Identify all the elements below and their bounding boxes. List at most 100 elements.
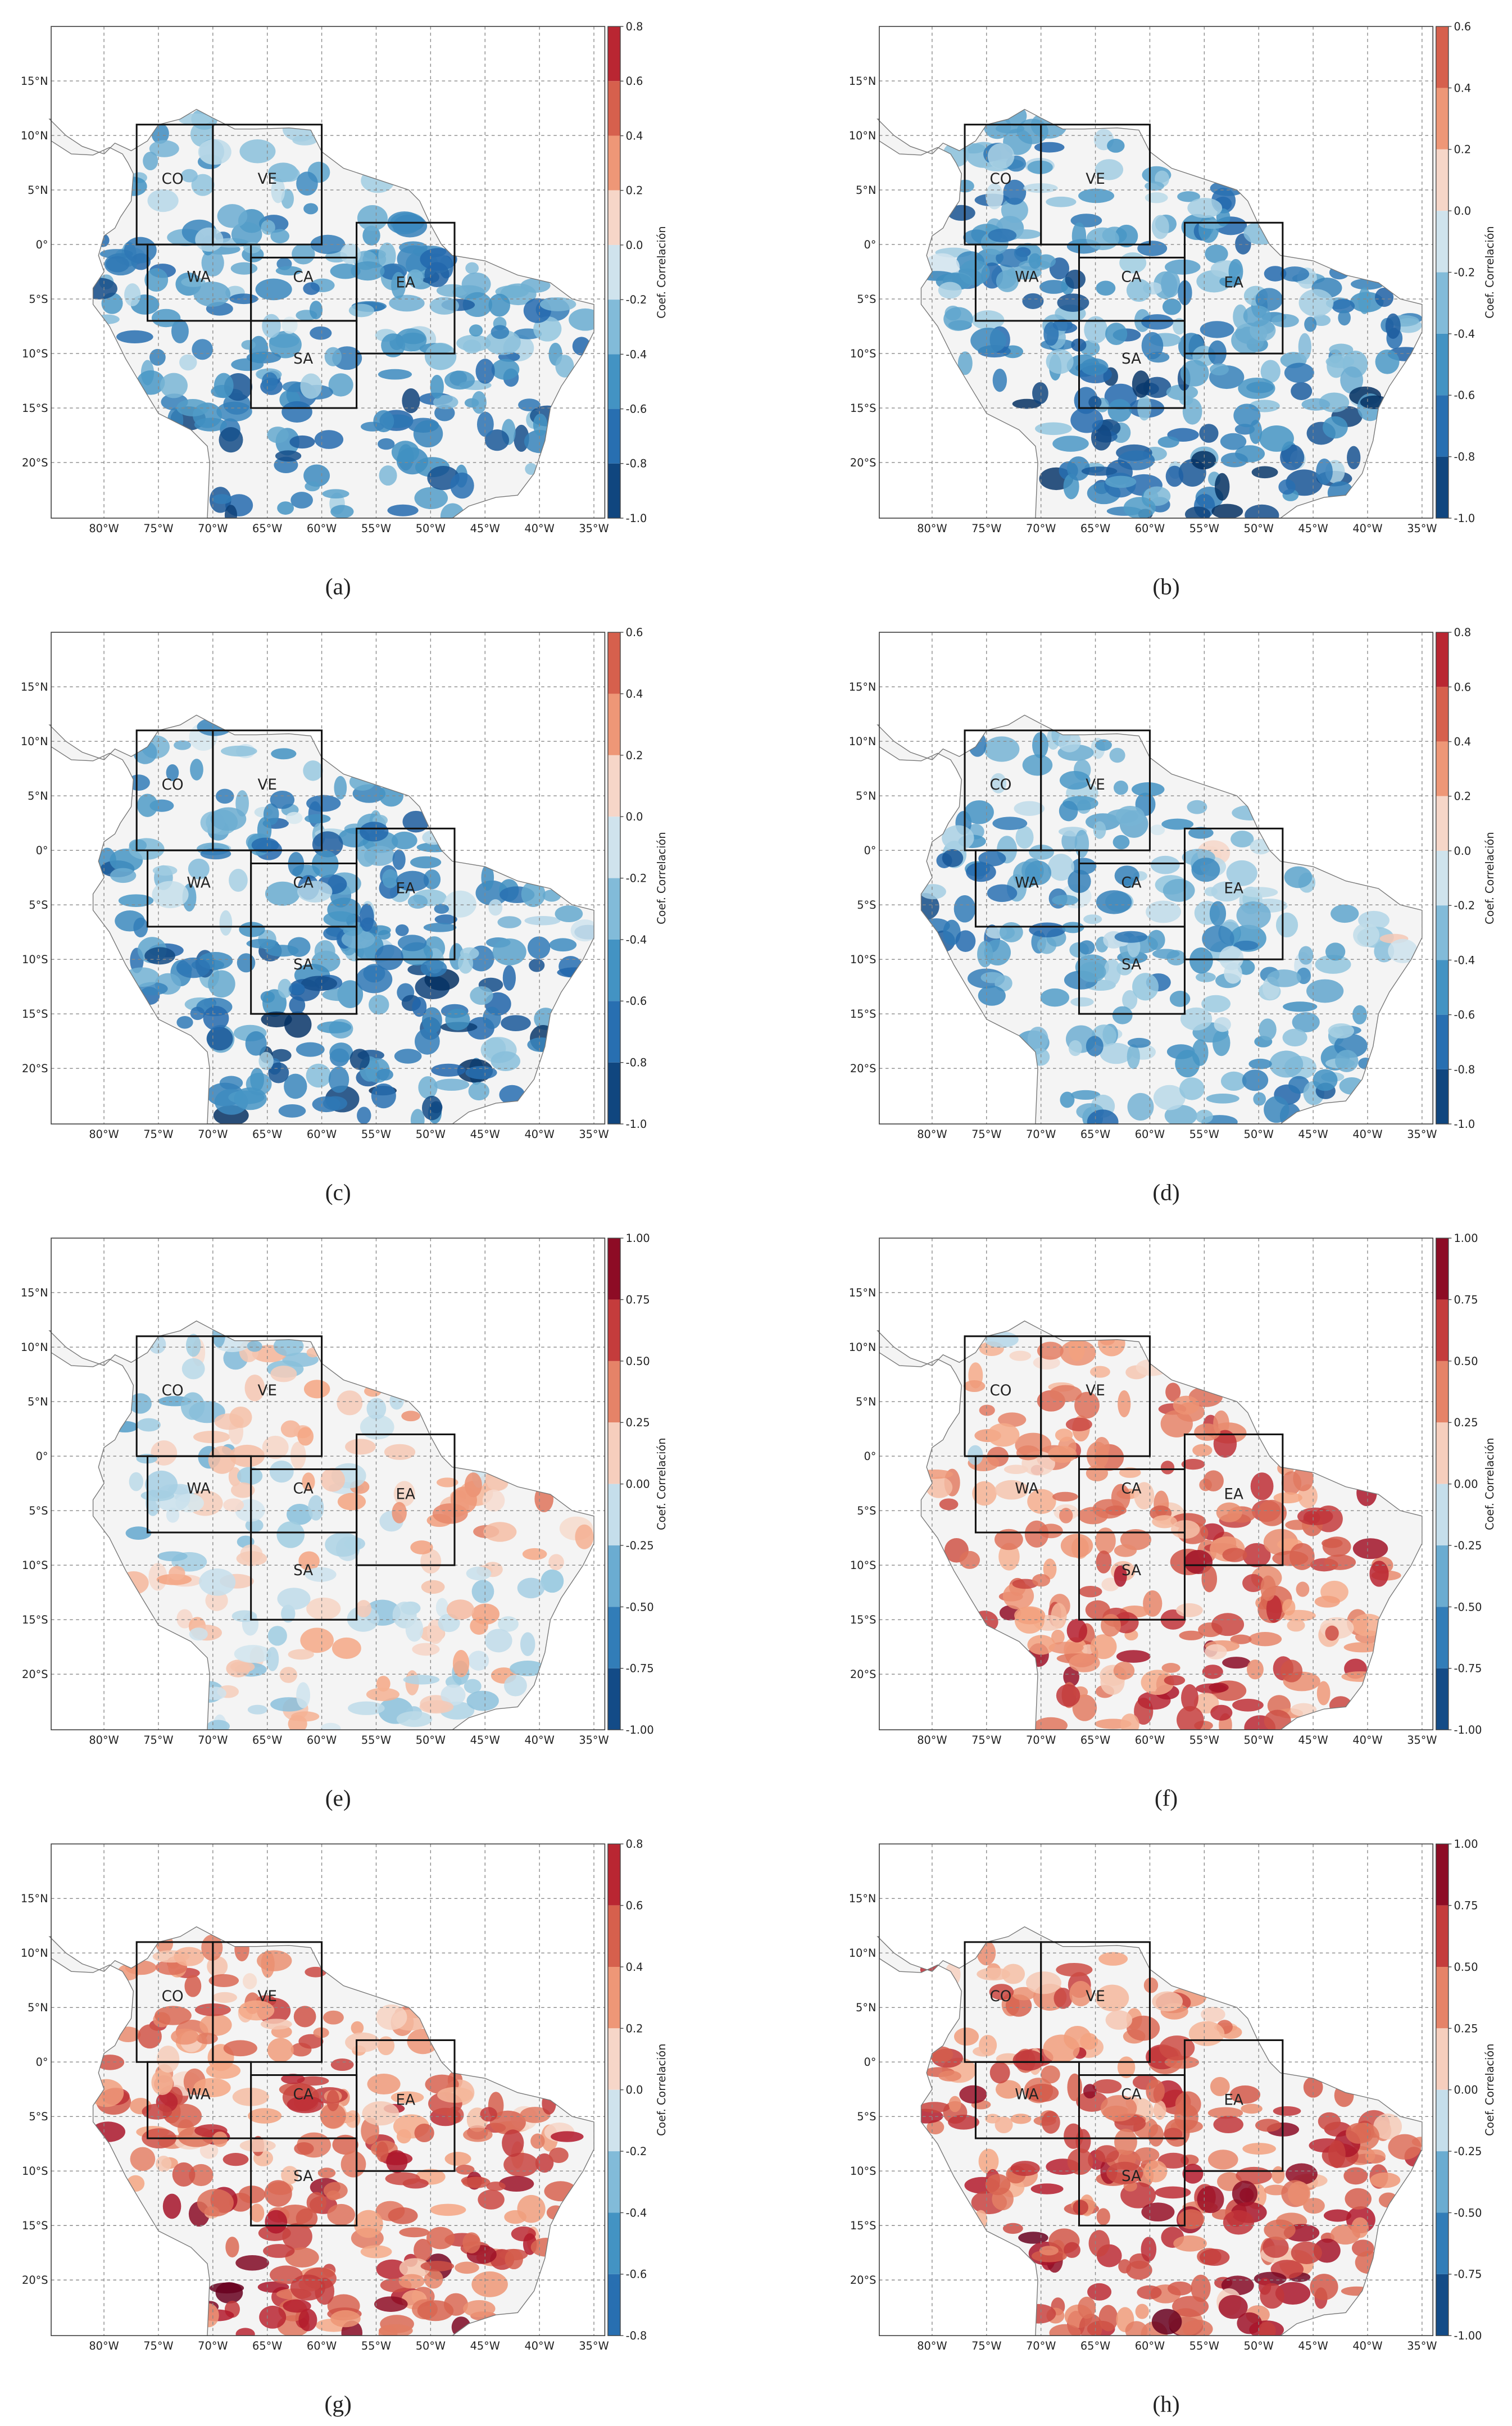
field-patch — [1131, 782, 1165, 797]
field-patch — [1041, 2065, 1060, 2084]
field-patch — [303, 282, 320, 295]
field-patch — [1241, 2103, 1263, 2114]
field-patch — [1247, 1659, 1264, 1680]
field-patch — [1092, 2079, 1122, 2094]
field-patch — [241, 340, 256, 350]
field-patch — [1283, 1001, 1318, 1012]
field-patch — [298, 1551, 320, 1571]
field-patch — [247, 1340, 262, 1352]
field-patch — [1275, 2282, 1311, 2305]
colorbar-tick-label: 1.00 — [626, 1232, 650, 1245]
panel: 80°W 75°W 70°W 65°W 60°W 55°W 50°W 45°W 40°W 35°W… — [849, 1232, 1496, 1811]
region-box — [1078, 2137, 1186, 2227]
map-border — [51, 1237, 606, 1730]
field-patch — [147, 189, 179, 212]
field-patch — [320, 1722, 341, 1730]
field-patch — [337, 1493, 366, 1511]
field-patch — [221, 745, 257, 757]
field-patch — [205, 1590, 228, 1611]
field-patch — [1064, 2242, 1080, 2258]
field-patch — [1135, 2303, 1149, 2319]
field-patch — [423, 923, 457, 932]
field-patch — [1214, 1017, 1231, 1032]
field-patch — [1179, 1077, 1205, 1100]
field-patch — [1169, 990, 1191, 1007]
field-patch — [998, 1543, 1020, 1571]
field-patch — [1114, 931, 1148, 943]
colorbar-tick-label: -0.25 — [626, 1539, 654, 1552]
field-patch — [245, 1031, 267, 1056]
field-patch — [155, 2006, 192, 2025]
field-patch — [1266, 1595, 1282, 1623]
field-patch — [360, 2245, 392, 2259]
field-patch — [999, 922, 1023, 942]
field-patch — [305, 814, 331, 824]
field-patch — [1352, 1005, 1367, 1024]
field-patch — [199, 1568, 236, 1596]
field-patch — [1095, 159, 1124, 180]
field-patch — [943, 307, 973, 331]
field-patch — [1242, 1543, 1271, 1567]
field-patch — [1141, 314, 1174, 330]
field-patch — [1365, 2149, 1386, 2164]
field-patch — [1340, 366, 1364, 394]
lon-tick-label: 55°W — [361, 2339, 391, 2352]
field-patch — [1076, 2091, 1108, 2112]
field-patch — [328, 373, 353, 397]
colorbar-tick-label: -0.6 — [626, 2268, 647, 2281]
field-patch — [418, 1076, 438, 1099]
panel: 80°W 75°W 70°W 65°W 60°W 55°W 50°W 45°W 40°W 35°W… — [849, 626, 1496, 1205]
colorbar-tick-label: -0.2 — [626, 872, 647, 885]
field-patch — [963, 1380, 986, 1393]
field-patch — [260, 2019, 292, 2030]
field-patch — [305, 481, 320, 492]
field-patch — [471, 2271, 508, 2297]
colorbar-label: Coef. Correlación — [655, 832, 668, 924]
field-patch — [1220, 452, 1248, 468]
field-patch — [1114, 865, 1139, 886]
field-patch — [1112, 1006, 1133, 1024]
field-patch — [1029, 922, 1066, 938]
field-patch — [1168, 2281, 1193, 2296]
field-patch — [345, 1439, 376, 1455]
colorbar-bin — [1436, 960, 1449, 1015]
field-patch — [1201, 2007, 1225, 2023]
field-patch — [176, 1015, 193, 1029]
field-patch — [1233, 304, 1248, 329]
field-patch — [520, 1632, 535, 1657]
field-patch — [1018, 2232, 1048, 2244]
field-patch — [1031, 2250, 1067, 2262]
field-patch — [1388, 2134, 1422, 2160]
field-patch — [429, 297, 459, 315]
field-patch — [1069, 1653, 1100, 1672]
field-patch — [391, 441, 420, 464]
colorbar-bin — [607, 354, 620, 409]
field-patch — [1043, 1558, 1057, 1580]
region-box — [212, 124, 323, 246]
field-patch — [1147, 929, 1165, 950]
field-patch — [1165, 465, 1184, 487]
field-patch — [1137, 241, 1168, 256]
field-patch — [1148, 2124, 1164, 2147]
colorbar-bin — [1436, 2028, 1449, 2090]
colorbar-tick-label: -1.0 — [626, 1118, 647, 1131]
colorbar-bin — [607, 2151, 620, 2213]
lat-tick-label: 5°S — [29, 899, 48, 912]
field-patch — [414, 487, 448, 510]
field-patch — [1204, 1644, 1227, 1659]
field-patch — [1095, 1984, 1129, 2012]
colorbar-tick-label: -0.75 — [1454, 1662, 1482, 1675]
field-patch — [129, 839, 147, 852]
field-patch — [1180, 360, 1209, 387]
panel: 80°W 75°W 70°W 65°W 60°W 55°W 50°W 45°W 40°W 35°W… — [21, 1232, 668, 1811]
region-label: EA — [396, 274, 416, 291]
field-patch — [410, 1109, 425, 1124]
region-box — [250, 926, 358, 1015]
lon-tick-label: 50°W — [416, 1734, 446, 1747]
colorbar-bin — [1436, 1966, 1449, 2029]
colorbar-tick-label: -1.00 — [1454, 2329, 1482, 2342]
colorbar-tick-label: 0.75 — [1454, 1899, 1478, 1912]
field-patch — [482, 1489, 505, 1512]
field-patch — [475, 359, 495, 384]
field-patch — [1025, 860, 1052, 886]
